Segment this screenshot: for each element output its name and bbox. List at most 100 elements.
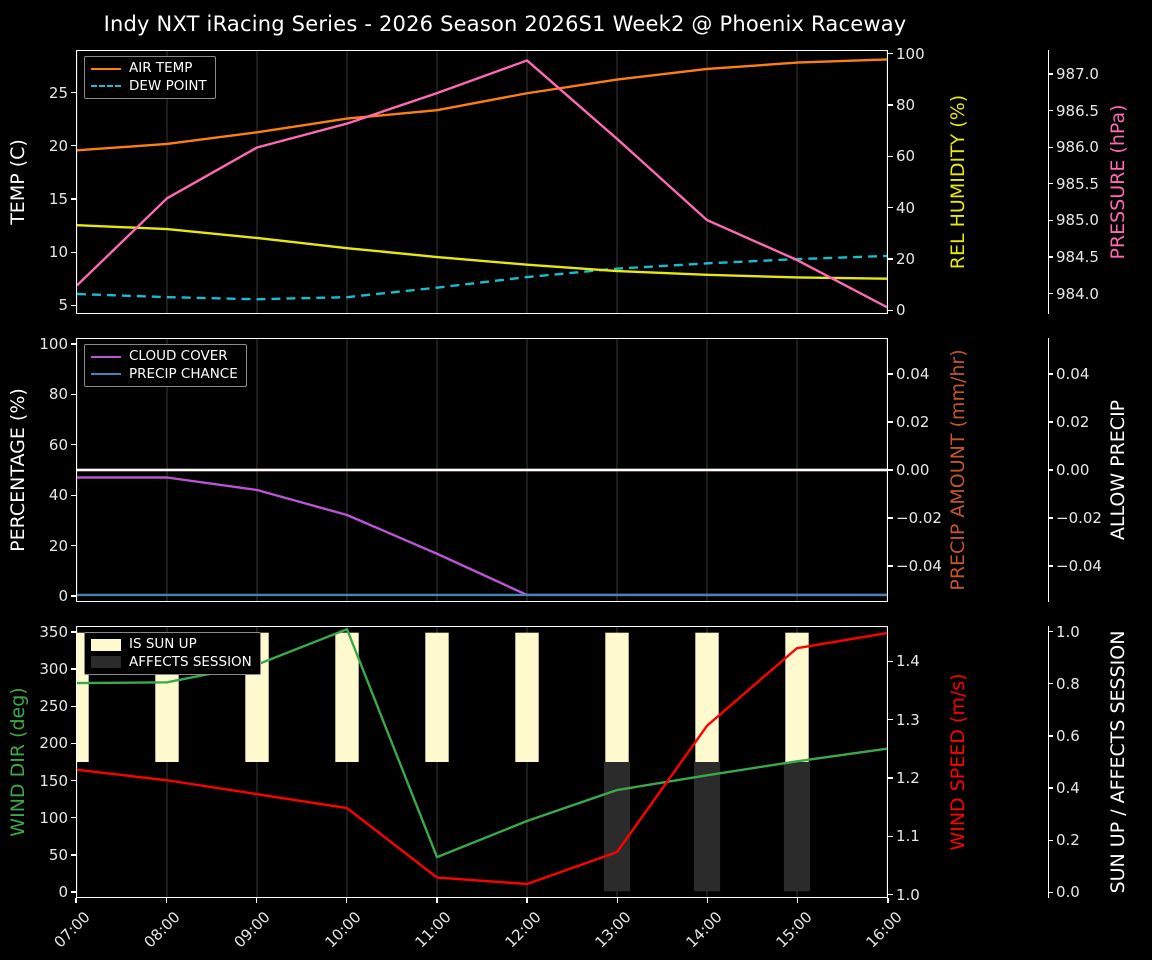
y-tick-label: 60 [896, 147, 916, 166]
y-tick-mark [1048, 891, 1053, 893]
y-tick-label: 250 [39, 697, 68, 716]
axis-title: ALLOW PRECIP [1107, 399, 1129, 541]
bar-is-sun-up [77, 632, 89, 762]
y-tick-mark [71, 444, 76, 446]
legend-label: AIR TEMP [129, 60, 193, 76]
y-tick-label: 1.0 [1056, 622, 1080, 641]
y-tick-label: 1.4 [896, 652, 920, 671]
x-tick-label: 13:00 [591, 908, 636, 952]
y-tick-label: 0 [896, 301, 906, 320]
axis-title: WIND SPEED (m/s) [947, 673, 969, 851]
y-tick-label: 0.00 [1056, 461, 1090, 479]
detached-spine [1048, 626, 1050, 898]
y-tick-mark [1048, 183, 1053, 185]
x-tick-label: 07:00 [50, 908, 94, 952]
y-tick-label: 100 [896, 44, 925, 63]
legend-item[interactable]: DEW POINT [91, 79, 207, 94]
legend-swatch-line [91, 67, 121, 70]
x-tick-label: 11:00 [411, 908, 455, 952]
y-tick-label: 0.02 [1056, 413, 1090, 431]
axis-title: TEMP (C) [7, 139, 29, 225]
y-tick-mark [71, 145, 76, 147]
y-tick-label: 60 [48, 435, 68, 454]
y-tick-label: 10 [48, 243, 68, 262]
y-tick-mark [1048, 110, 1053, 112]
y-tick-mark [1048, 565, 1053, 567]
x-tick-mark [75, 898, 77, 903]
y-tick-label: 0.4 [1056, 779, 1080, 798]
y-tick-mark [1048, 292, 1053, 295]
y-tick-mark [888, 719, 893, 721]
y-tick-label: 20 [48, 136, 68, 155]
legend-swatch-line [91, 85, 121, 88]
x-tick-label: 12:00 [501, 908, 545, 952]
y-tick-mark [71, 393, 76, 396]
axis-title: SUN UP / AFFECTS SESSION [1107, 630, 1129, 894]
legend-item[interactable]: AFFECTS SESSION [91, 655, 252, 670]
series-pressure [77, 59, 887, 309]
bar-is-sun-up [515, 632, 539, 762]
y-tick-label: 20 [48, 536, 68, 555]
legend-item[interactable]: PRECIP CHANCE [91, 365, 238, 382]
y-tick-mark [888, 421, 893, 423]
panel2-plot-area [77, 339, 887, 601]
y-tick-label: 0 [58, 586, 68, 605]
y-tick-mark [71, 817, 76, 819]
y-tick-label: 1.3 [896, 710, 920, 729]
x-tick-mark [616, 898, 618, 903]
legend-swatch-line [91, 373, 121, 376]
legend-item[interactable]: AIR TEMP [91, 60, 207, 76]
axis-title: REL HUMIDITY (%) [947, 94, 969, 270]
y-tick-mark [888, 206, 893, 209]
bar-is-sun-up [695, 632, 719, 762]
y-tick-label: 986.5 [1056, 101, 1099, 120]
y-tick-mark [888, 660, 893, 662]
bar-affects-session [783, 762, 811, 892]
y-tick-mark [1048, 839, 1053, 841]
x-tick-mark [346, 898, 348, 903]
y-tick-mark [1048, 219, 1053, 222]
panel3-plot-area [77, 627, 887, 897]
y-tick-mark [1048, 469, 1053, 471]
y-tick-mark [71, 91, 76, 94]
y-tick-label: 985.0 [1056, 211, 1099, 230]
y-tick-label: 200 [39, 734, 68, 753]
panel3-legend[interactable]: IS SUN UP AFFECTS SESSION [84, 632, 261, 675]
y-tick-mark [1048, 735, 1053, 737]
y-tick-mark [1048, 631, 1053, 633]
y-tick-mark [888, 894, 893, 896]
legend-swatch-patch [91, 656, 121, 669]
y-tick-mark [1048, 373, 1053, 375]
y-tick-mark [1048, 256, 1053, 258]
series-cloud-cover [77, 476, 887, 597]
y-tick-label: 984.5 [1056, 247, 1099, 266]
y-tick-mark [71, 668, 76, 670]
axis-title: PRECIP AMOUNT (mm/hr) [947, 349, 969, 591]
x-tick-mark [526, 898, 528, 903]
panel3-series-layer [77, 627, 887, 897]
y-tick-label: −0.02 [896, 509, 942, 527]
y-tick-label: 987.0 [1056, 65, 1099, 84]
y-tick-label: 20 [896, 249, 916, 268]
legend-label: PRECIP CHANCE [129, 365, 238, 382]
x-tick-label: 10:00 [321, 908, 365, 952]
y-tick-mark [888, 469, 893, 471]
y-tick-label: 40 [48, 486, 68, 505]
axis-title: WIND DIR (deg) [7, 687, 29, 837]
y-tick-label: 1.0 [896, 885, 920, 904]
y-tick-label: 300 [39, 660, 68, 679]
x-tick-mark [255, 898, 258, 903]
y-tick-label: 0.6 [1056, 726, 1080, 745]
y-tick-mark [1048, 146, 1053, 148]
panel1-plot-area [77, 51, 887, 313]
bar-is-sun-up [785, 632, 809, 762]
y-tick-label: 150 [39, 771, 68, 790]
legend-item[interactable]: IS SUN UP [91, 637, 252, 652]
bar-affects-session [603, 762, 631, 892]
panel1-legend[interactable]: AIR TEMP DEW POINT [84, 56, 216, 99]
y-tick-label: 0.02 [896, 413, 930, 431]
panel2-legend[interactable]: CLOUD COVER PRECIP CHANCE [84, 344, 247, 387]
legend-item[interactable]: CLOUD COVER [91, 349, 238, 364]
x-tick-mark [797, 898, 799, 903]
